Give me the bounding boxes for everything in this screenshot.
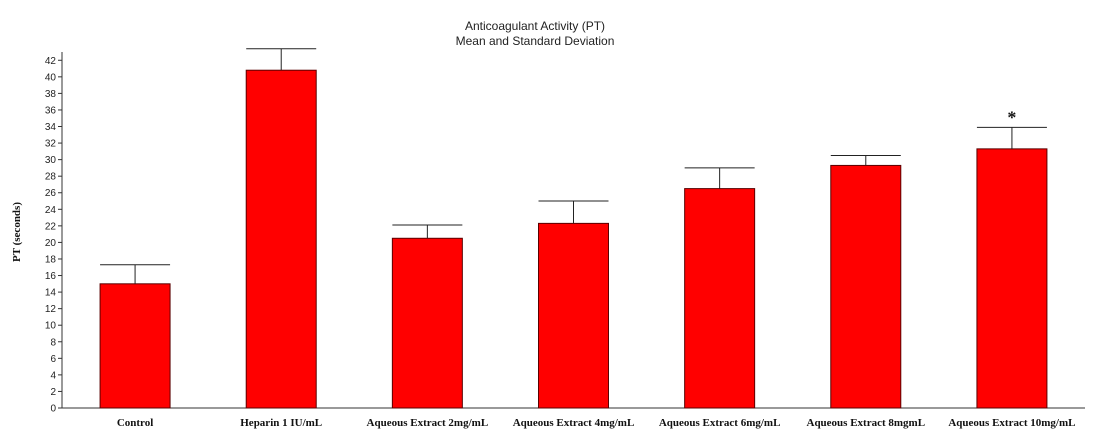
bar <box>976 148 1048 409</box>
y-tick-label: 28 <box>45 172 57 183</box>
x-tick-label: Control <box>117 417 153 429</box>
significance-marker: * <box>1007 107 1016 127</box>
y-tick-label: 26 <box>45 188 57 199</box>
y-tick-label: 16 <box>45 271 57 282</box>
x-tick-label: Heparin 1 IU/mL <box>240 417 322 429</box>
y-tick-label: 20 <box>45 238 57 249</box>
bar <box>538 222 609 409</box>
y-tick-label: 36 <box>45 105 57 116</box>
bar <box>99 283 171 409</box>
bar <box>830 164 902 409</box>
x-axis-labels: Control Heparin 1 IU/mL Aqueous Extract 2m… <box>117 417 1076 429</box>
x-tick-label: Aqueous Extract 2mg/mL <box>367 417 489 429</box>
bar <box>684 188 756 409</box>
y-tick-label: 12 <box>45 304 57 315</box>
y-tick-label: 38 <box>45 89 57 100</box>
y-tick-label: 14 <box>45 288 57 299</box>
y-tick-label: 8 <box>50 337 56 348</box>
y-tick-label: 40 <box>45 72 57 83</box>
x-tick-label: Aqueous Extract 6mg/mL <box>659 417 781 429</box>
y-tick-label: 32 <box>45 139 57 150</box>
y-tick-label: 18 <box>45 254 57 265</box>
y-tick-label: 2 <box>50 387 56 398</box>
x-tick-label: Aqueous Extract 4mg/mL <box>513 417 635 429</box>
y-tick-label: 34 <box>45 122 57 133</box>
y-tick-label: 22 <box>45 221 57 232</box>
y-tick-label: 24 <box>45 205 57 216</box>
y-tick-label: 42 <box>45 56 57 67</box>
chart-subtitle: Mean and Standard Deviation <box>456 34 615 48</box>
bars: * <box>99 48 1048 409</box>
y-axis-title: PT (seconds) <box>11 202 23 262</box>
y-tick-label: 4 <box>50 370 56 381</box>
y-tick-label: 10 <box>45 321 57 332</box>
x-tick-label: Aqueous Extract 10mg/mL <box>948 417 1075 429</box>
bar <box>245 69 317 409</box>
y-tick-label: 6 <box>50 354 56 365</box>
chart-title: Anticoagulant Activity (PT) <box>465 19 605 33</box>
y-tick-label: 0 <box>50 404 56 415</box>
bar <box>391 237 463 409</box>
x-tick-label: Aqueous Extract 8mgmL <box>807 417 926 429</box>
y-tick-label: 30 <box>45 155 57 166</box>
